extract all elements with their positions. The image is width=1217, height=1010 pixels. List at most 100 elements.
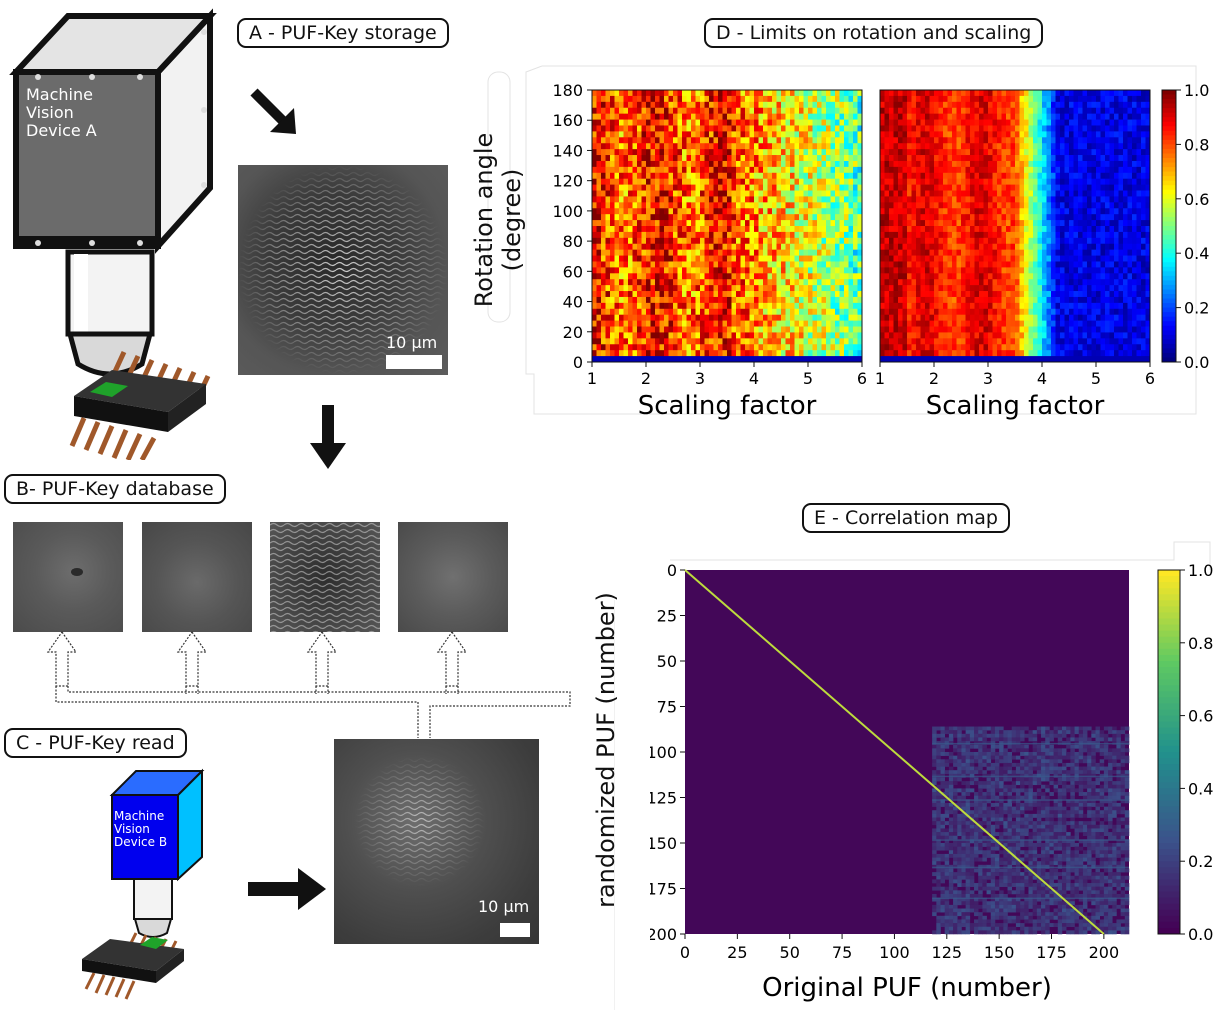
heatmap-cell <box>727 114 732 120</box>
heatmap-cell <box>957 202 962 208</box>
heatmap-cell <box>835 273 840 279</box>
heatmap-cell <box>975 315 980 321</box>
heatmap-cell <box>979 179 984 185</box>
heatmap-cell <box>678 214 683 220</box>
heatmap-cell <box>700 143 705 149</box>
heatmap-cell <box>673 202 678 208</box>
heatmap-cell <box>669 285 674 291</box>
heatmap-cell <box>966 226 971 232</box>
heatmap-cell <box>826 273 831 279</box>
heatmap-cell <box>975 350 980 356</box>
heatmap-cell <box>948 214 953 220</box>
heatmap-cell <box>687 149 692 155</box>
heatmap-cell <box>759 214 764 220</box>
heatmap-cell <box>768 309 773 315</box>
heatmap-cell <box>903 267 908 273</box>
heatmap-cell <box>1074 303 1079 309</box>
heatmap-cell <box>790 226 795 232</box>
heatmap-cell <box>831 149 836 155</box>
heatmap-cell <box>849 220 854 226</box>
heatmap-cell <box>939 285 944 291</box>
heatmap-cell <box>1047 137 1052 143</box>
heatmap-cell <box>885 220 890 226</box>
heatmap-cell <box>1029 244 1034 250</box>
heatmap-cell <box>1038 309 1043 315</box>
heatmap-cell <box>633 226 638 232</box>
heatmap-cell <box>1015 125 1020 131</box>
heatmap-cell <box>723 179 728 185</box>
heatmap-cell <box>813 120 818 126</box>
heatmap-cell <box>646 173 651 179</box>
heatmap-cell <box>993 214 998 220</box>
heatmap-cell <box>817 196 822 202</box>
heatmap-cell <box>1092 149 1097 155</box>
heatmap-cell <box>790 344 795 350</box>
heatmap-cell <box>664 155 669 161</box>
heatmap-cell <box>727 191 732 197</box>
heatmap-cell <box>835 332 840 338</box>
heatmap-cell <box>885 167 890 173</box>
heatmap-cell <box>1033 350 1038 356</box>
heatmap-cell <box>844 173 849 179</box>
heatmap-cell <box>736 108 741 114</box>
heatmap-cell <box>907 90 912 96</box>
heatmap-cell <box>781 291 786 297</box>
heatmap-cell <box>808 303 813 309</box>
heatmap-cell <box>1051 191 1056 197</box>
heatmap-cell <box>817 149 822 155</box>
heatmap-cell <box>975 338 980 344</box>
heatmap-cell <box>1020 143 1025 149</box>
heatmap-cell <box>844 161 849 167</box>
heatmap-cell <box>754 327 759 333</box>
heatmap-cell <box>732 114 737 120</box>
heatmap-cell <box>1038 108 1043 114</box>
heatmap-cell <box>849 244 854 250</box>
heatmap-cell <box>885 291 890 297</box>
heatmap-cell <box>691 232 696 238</box>
heatmap-cell <box>637 291 642 297</box>
heatmap-cell <box>781 321 786 327</box>
heatmap-cell <box>660 125 665 131</box>
heatmap-cell <box>1006 344 1011 350</box>
heatmap-cell <box>880 273 885 279</box>
heatmap-cell <box>1038 143 1043 149</box>
heatmap-cell <box>1065 196 1070 202</box>
heatmap-cell <box>786 321 791 327</box>
heatmap-cell <box>880 344 885 350</box>
heatmap-cell <box>1083 120 1088 126</box>
heatmap-cell <box>1047 309 1052 315</box>
heatmap-cell <box>772 344 777 350</box>
heatmap-cell <box>1038 149 1043 155</box>
heatmap-cell <box>1015 303 1020 309</box>
heatmap-cell <box>826 356 831 362</box>
heatmap-cell <box>1051 267 1056 273</box>
heatmap-cell <box>961 297 966 303</box>
heatmap-cell <box>988 303 993 309</box>
heatmap-cell <box>597 226 602 232</box>
heatmap-cell <box>979 332 984 338</box>
heatmap-cell <box>930 226 935 232</box>
heatmap-cell <box>592 149 597 155</box>
heatmap-cell <box>894 108 899 114</box>
heatmap-cell <box>637 250 642 256</box>
heatmap-cell <box>1060 250 1065 256</box>
heatmap-cell <box>601 102 606 108</box>
heatmap-cell <box>1069 350 1074 356</box>
heatmap-cell <box>772 256 777 262</box>
heatmap-cell <box>628 114 633 120</box>
heatmap-cell <box>642 332 647 338</box>
heatmap-cell <box>912 315 917 321</box>
heatmap-cell <box>691 191 696 197</box>
heatmap-cell <box>939 338 944 344</box>
heatmap-cell <box>804 96 809 102</box>
heatmap-cell <box>1065 291 1070 297</box>
heatmap-cell <box>795 214 800 220</box>
heatmap-cell <box>1047 191 1052 197</box>
heatmap-cell <box>664 90 669 96</box>
heatmap-cell <box>777 90 782 96</box>
heatmap-cell <box>628 149 633 155</box>
heatmap-cell <box>646 114 651 120</box>
heatmap-cell <box>984 108 989 114</box>
heatmap-cell <box>664 226 669 232</box>
heatmap-cell <box>948 338 953 344</box>
